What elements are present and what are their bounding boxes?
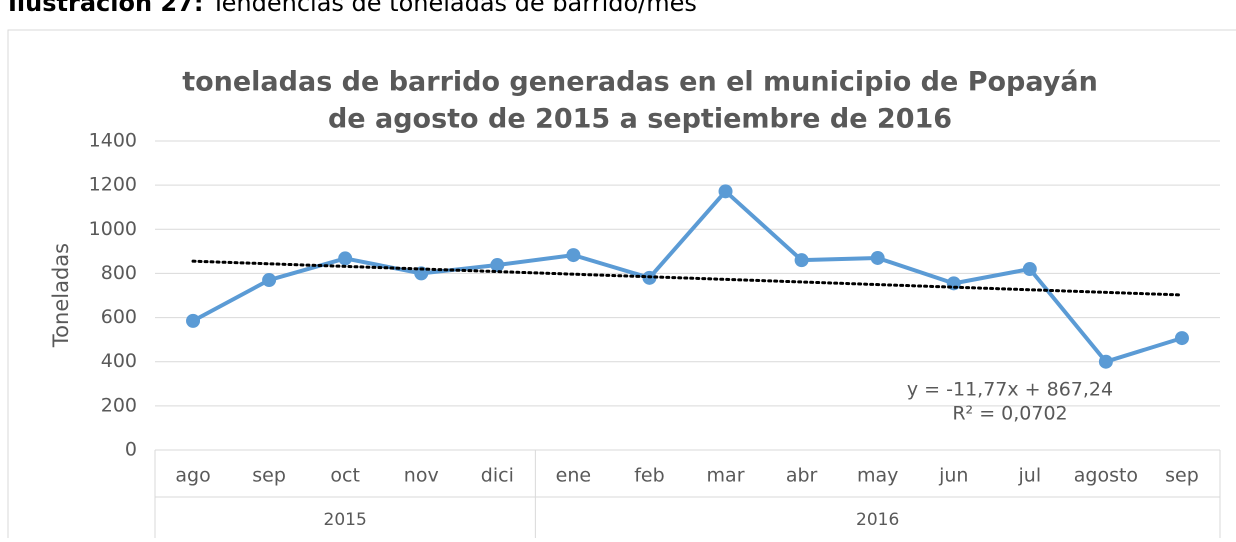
x-tick-label: ago: [175, 465, 210, 487]
x-tick-label: jul: [1018, 465, 1042, 487]
data-point: [794, 253, 809, 268]
data-point: [1174, 331, 1189, 346]
x-tick-label: mar: [707, 465, 745, 487]
y-tick-label: 1400: [89, 130, 137, 152]
data-point: [1022, 262, 1037, 277]
y-tick-label: 1200: [89, 174, 137, 196]
y-tick-label: 0: [125, 439, 137, 461]
data-point: [718, 184, 733, 199]
y-tick-label: 200: [101, 394, 137, 416]
group-label: 2016: [856, 510, 899, 530]
data-point: [186, 313, 201, 328]
trendline-equation: y = -11,77x + 867,24: [907, 379, 1113, 401]
x-tick-label: oct: [330, 465, 360, 487]
chart-title: toneladas de barrido generadas en el mun…: [182, 67, 1098, 98]
x-tick-label: feb: [634, 465, 664, 487]
trendline: [191, 259, 1184, 297]
trendline-r2: R² = 0,0702: [952, 403, 1067, 425]
x-tick-label: dici: [481, 465, 514, 487]
x-tick-label: abr: [786, 465, 818, 487]
series-line: [192, 189, 1183, 364]
chart-border: [7, 29, 1236, 542]
data-point: [490, 258, 505, 273]
x-tick-label: sep: [252, 465, 286, 487]
y-tick-label: 400: [101, 350, 137, 372]
caption: Ilustración 27: Tendencias de toneladas …: [8, 0, 697, 17]
y-tick-label: 1000: [89, 218, 137, 240]
y-tick-label: 600: [101, 306, 137, 328]
x-tick-label: may: [857, 465, 898, 487]
x-tick-label: jun: [938, 465, 968, 487]
x-tick-label: agosto: [1074, 465, 1138, 487]
y-axis-title: Toneladas: [49, 243, 73, 348]
caption-text: Tendencias de toneladas de barrido/mes: [210, 0, 697, 17]
data-point: [1098, 354, 1113, 369]
group-label: 2015: [324, 510, 367, 530]
chart-title: de agosto de 2015 a septiembre de 2016: [328, 104, 952, 135]
x-tick-label: sep: [1165, 465, 1199, 487]
caption-number: Ilustración 27:: [8, 0, 203, 17]
y-tick-label: 800: [101, 262, 137, 284]
data-point: [870, 250, 885, 265]
x-tick-label: nov: [404, 465, 439, 487]
data-point: [566, 248, 581, 263]
x-tick-label: ene: [556, 465, 591, 487]
data-point: [338, 251, 353, 266]
data-point: [262, 273, 277, 288]
